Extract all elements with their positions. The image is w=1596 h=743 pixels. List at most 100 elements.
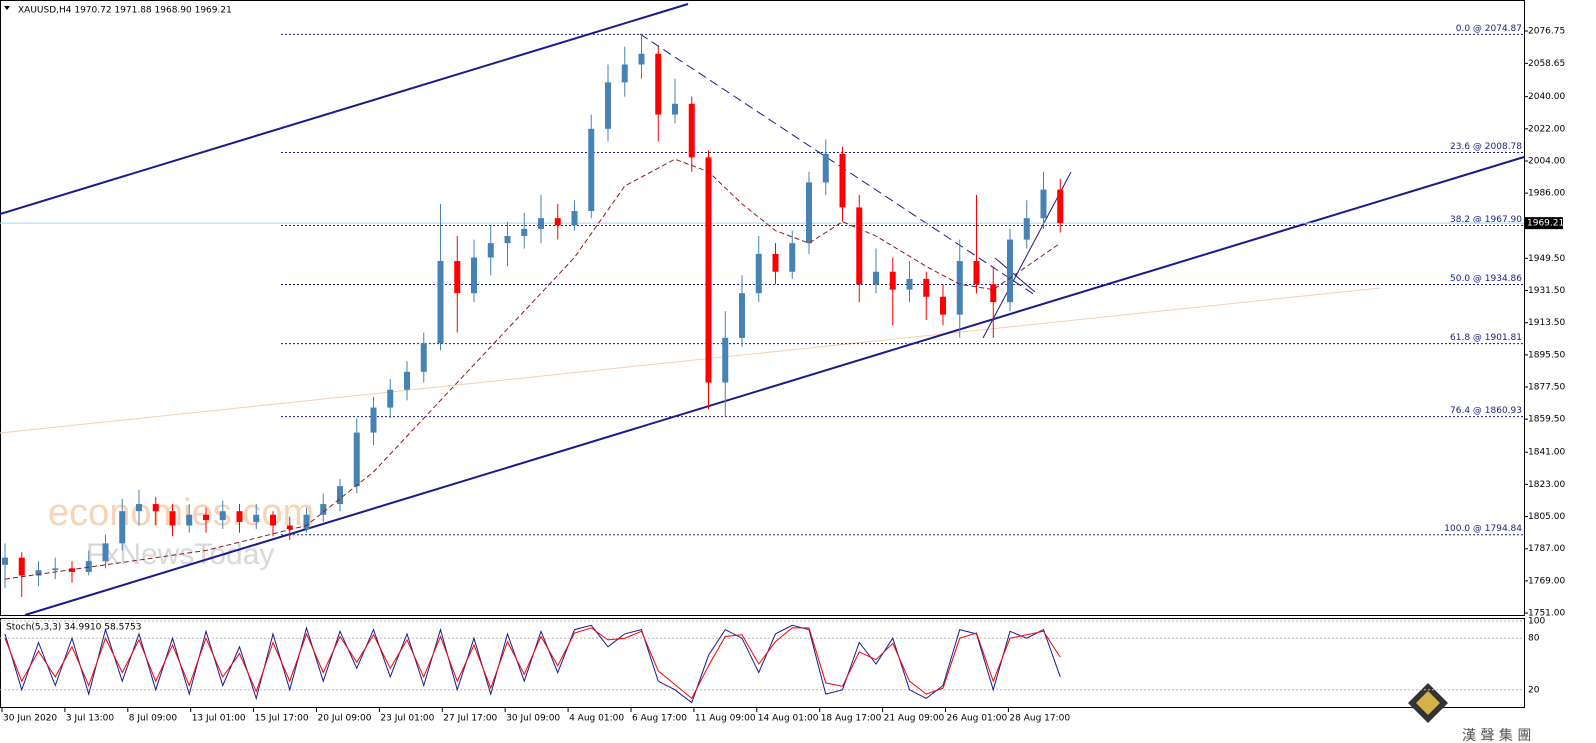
title-arrow xyxy=(4,6,10,10)
candle-body xyxy=(35,570,42,576)
candle-body xyxy=(739,293,745,338)
candle-body xyxy=(1023,218,1030,240)
candle-body xyxy=(203,514,209,521)
main-frame xyxy=(0,0,1525,616)
candle-body xyxy=(253,514,260,522)
candle-body xyxy=(1007,239,1013,303)
candle-body xyxy=(638,53,645,65)
candle-body xyxy=(588,128,595,212)
x-tick-label: 27 Jul 17:00 xyxy=(443,714,497,724)
y-tick-label: 1751.00 xyxy=(1528,609,1565,619)
candle-body xyxy=(286,525,293,530)
candle-body xyxy=(806,182,812,244)
y-tick-label: 1805.00 xyxy=(1528,512,1565,522)
chart-title: XAUUSD,H4 1970.72 1971.88 1968.90 1969.2… xyxy=(18,6,232,16)
fib-label: 38.2 @ 1967.90 xyxy=(1450,215,1522,225)
candle-body xyxy=(119,511,126,544)
candle-body xyxy=(437,261,444,344)
candle-body xyxy=(85,561,92,572)
stoch-signal xyxy=(4,627,1061,700)
y-tick-label: 1877.50 xyxy=(1528,383,1565,393)
x-tick-label: 30 Jun 2020 xyxy=(3,714,57,724)
y-tick-label: 2022.00 xyxy=(1528,124,1565,134)
candle-body xyxy=(839,153,846,208)
y-tick-label: 1841.00 xyxy=(1528,448,1565,458)
candle-body xyxy=(219,511,226,521)
y-tick-label: 1769.00 xyxy=(1528,576,1565,586)
candle-body xyxy=(621,64,628,83)
x-tick-label: 11 Aug 09:00 xyxy=(695,714,756,724)
candle-body xyxy=(136,504,142,512)
x-tick-label: 3 Jul 13:00 xyxy=(66,714,115,724)
candle-body xyxy=(102,543,109,562)
trend-line xyxy=(0,287,1381,434)
candle-body xyxy=(52,568,59,571)
candle-body xyxy=(906,278,913,290)
y-tick-label: 1913.50 xyxy=(1528,318,1565,328)
fib-label: 76.4 @ 1860.93 xyxy=(1450,406,1522,416)
candle-body xyxy=(990,284,997,303)
candle-body xyxy=(471,257,477,294)
x-tick-label: 14 Aug 01:00 xyxy=(758,714,819,724)
x-tick-label: 21 Aug 09:00 xyxy=(884,714,945,724)
candle-body xyxy=(69,568,75,572)
candle-body xyxy=(320,504,327,515)
candle-body xyxy=(152,504,159,512)
candle-body xyxy=(1057,189,1064,224)
candle-body xyxy=(270,514,276,526)
candle-body xyxy=(387,389,394,408)
stoch-tick-label: 100 xyxy=(1528,617,1545,627)
stoch-tick-label: 80 xyxy=(1528,634,1540,644)
candle-body xyxy=(18,557,25,576)
price-label: 1969.21 xyxy=(1527,219,1564,229)
candle-body xyxy=(554,218,561,226)
y-tick-label: 1986.00 xyxy=(1528,189,1565,199)
y-tick-label: 1949.50 xyxy=(1528,254,1565,264)
candle-body xyxy=(571,211,578,226)
candle-body xyxy=(353,432,360,487)
trend-line xyxy=(982,171,1072,339)
y-tick-label: 2076.75 xyxy=(1528,27,1565,37)
candle-body xyxy=(337,486,343,505)
candle-body xyxy=(236,511,243,522)
candle-body xyxy=(822,153,829,183)
fib-label: 0.0 @ 2074.87 xyxy=(1456,24,1522,34)
stoch-tick-label: 20 xyxy=(1528,685,1540,695)
logo xyxy=(1416,691,1440,715)
candle-body xyxy=(772,253,779,272)
moving-average xyxy=(4,158,1061,580)
candle-body xyxy=(956,261,963,315)
watermark: economies.com xyxy=(48,492,314,534)
candle-body xyxy=(755,253,762,294)
x-tick-label: 15 Jul 17:00 xyxy=(255,714,309,724)
channel-lower xyxy=(24,156,1525,616)
candle-body xyxy=(672,103,678,115)
price-box xyxy=(1525,217,1563,230)
candle-body xyxy=(487,243,494,258)
fib-label: 23.6 @ 2008.78 xyxy=(1450,142,1522,152)
y-tick-label: 1931.50 xyxy=(1528,286,1565,296)
candle-body xyxy=(688,103,695,158)
x-tick-label: 20 Jul 09:00 xyxy=(318,714,372,724)
y-tick-label: 2058.65 xyxy=(1528,59,1565,69)
candle-body xyxy=(404,371,410,390)
x-tick-label: 18 Aug 17:00 xyxy=(821,714,882,724)
candle-body xyxy=(655,53,662,115)
channel-upper xyxy=(0,3,689,215)
y-tick-label: 1895.50 xyxy=(1528,350,1565,360)
candle-body xyxy=(605,82,611,129)
candle-body xyxy=(420,343,427,372)
candle-body xyxy=(856,207,863,285)
candle-body xyxy=(2,557,8,565)
y-tick-label: 1787.00 xyxy=(1528,544,1565,554)
fib-label: 50.0 @ 1934.86 xyxy=(1450,274,1522,284)
x-tick-label: 26 Aug 01:00 xyxy=(947,714,1008,724)
x-tick-label: 23 Jul 01:00 xyxy=(380,714,434,724)
candle-body xyxy=(186,514,193,526)
y-tick-label: 1859.50 xyxy=(1528,415,1565,425)
x-tick-label: 4 Aug 01:00 xyxy=(569,714,624,724)
candle-body xyxy=(873,271,879,285)
x-tick-label: 13 Jul 01:00 xyxy=(192,714,246,724)
